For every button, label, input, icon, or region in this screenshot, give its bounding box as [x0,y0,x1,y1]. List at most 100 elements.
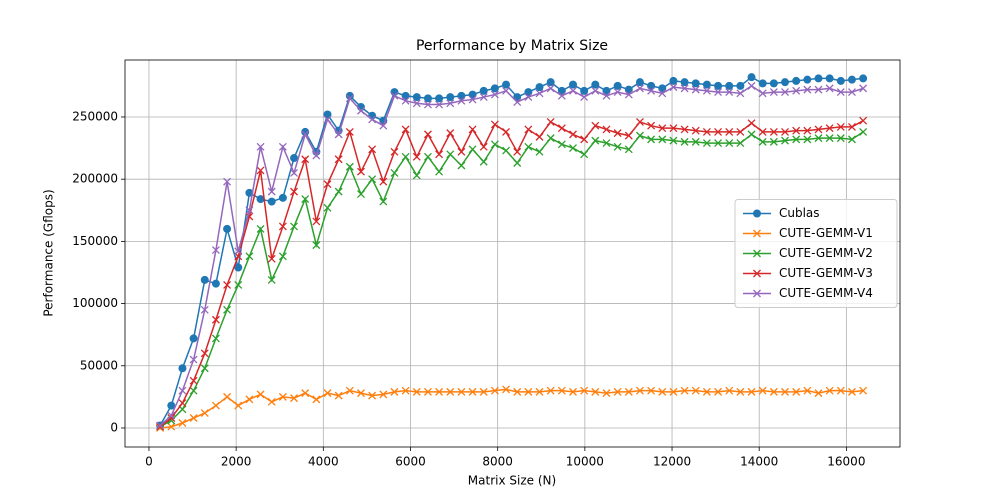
point [412,387,421,396]
point [758,89,767,98]
point [836,88,845,97]
point [680,84,689,93]
point [290,154,299,163]
point [647,81,656,90]
point [345,127,354,136]
point [836,386,845,395]
point [580,135,589,144]
point [390,168,399,177]
point [859,127,868,136]
point [725,139,734,148]
point [546,134,555,143]
point [714,387,723,396]
point [379,177,388,186]
point [647,121,656,130]
point [479,86,488,95]
point [557,91,566,100]
point [412,152,421,161]
point [301,195,310,204]
point [312,217,321,226]
point [490,386,499,395]
point [546,386,555,395]
point [613,88,622,97]
point [435,94,444,103]
point [513,159,522,167]
point [691,85,700,94]
point [769,88,778,97]
point [769,127,778,136]
point [178,399,187,408]
point [502,86,511,95]
series-line [160,388,864,429]
point [290,222,298,231]
point [423,387,432,396]
point [390,91,399,100]
x-tick-label: 2000 [221,455,252,469]
point [323,180,332,189]
point [836,76,845,85]
point [178,419,187,427]
point [736,81,745,90]
point [691,386,700,395]
point [211,334,220,343]
point [624,145,633,154]
point [680,78,689,87]
point [714,139,723,148]
point [334,391,343,400]
point [189,376,198,385]
point [825,74,834,83]
point [557,386,566,395]
point [468,125,477,134]
point [468,90,477,99]
point [290,394,298,403]
point [200,349,209,358]
point [334,187,343,196]
point [647,135,656,144]
point [714,127,723,136]
point [803,75,812,84]
point [457,161,466,170]
point [848,88,856,97]
point [569,130,577,139]
point [658,89,667,98]
plot-frame [124,59,901,448]
point [602,86,611,95]
point [256,142,265,151]
point [781,78,790,87]
point [412,93,421,102]
point [223,392,232,401]
point [781,88,789,97]
point [847,75,856,84]
point [702,139,711,148]
point [569,387,577,396]
point [647,386,656,395]
point [602,91,611,100]
point [245,395,254,404]
point [446,387,455,396]
point [278,142,287,151]
point [825,134,834,143]
point [859,116,868,125]
point [792,76,801,85]
point [691,126,700,135]
point [301,389,310,398]
point [379,121,388,130]
point [267,254,276,263]
legend-marker [753,209,761,218]
point [624,131,633,140]
point [714,88,723,97]
point [825,124,834,133]
point [836,122,845,131]
point [557,124,566,133]
point [267,397,276,406]
point [758,79,767,88]
point [301,127,310,136]
point [814,74,823,83]
x-tick-label: 14000 [740,455,778,469]
point [457,91,466,100]
point [513,147,522,156]
point [334,130,343,139]
point [167,401,176,410]
point [234,401,243,410]
point [312,395,321,404]
